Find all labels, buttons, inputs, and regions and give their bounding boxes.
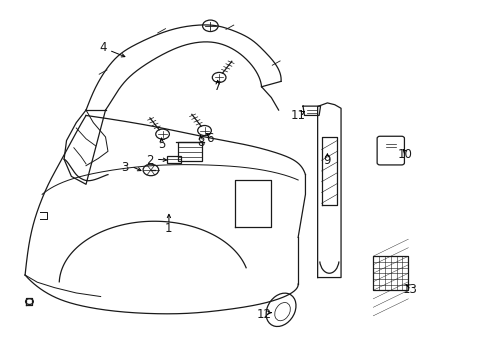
Text: 10: 10	[397, 148, 412, 161]
Text: 1: 1	[165, 222, 172, 235]
Text: 3: 3	[121, 161, 128, 174]
Text: 13: 13	[402, 283, 417, 296]
Text: 4: 4	[99, 41, 106, 54]
Bar	[166, 156, 180, 163]
Text: 9: 9	[323, 154, 330, 167]
Text: 7: 7	[213, 80, 221, 93]
Text: 12: 12	[256, 308, 271, 321]
Bar	[372, 256, 407, 290]
Text: 5: 5	[158, 138, 165, 150]
Text: 11: 11	[290, 109, 305, 122]
Text: 8: 8	[197, 136, 204, 149]
Bar	[178, 141, 201, 161]
Text: 2: 2	[145, 154, 153, 167]
Text: 6: 6	[206, 132, 214, 145]
